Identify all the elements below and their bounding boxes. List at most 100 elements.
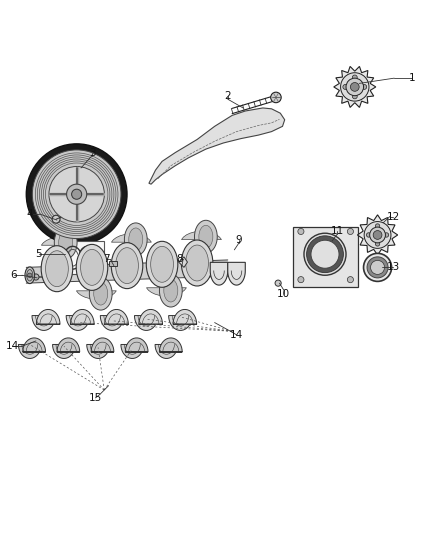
Text: 8: 8 xyxy=(176,254,183,264)
Text: 14: 14 xyxy=(230,330,243,340)
Polygon shape xyxy=(179,257,187,268)
Ellipse shape xyxy=(27,270,33,281)
Polygon shape xyxy=(53,344,75,358)
Ellipse shape xyxy=(25,267,35,284)
Text: 3: 3 xyxy=(88,148,95,158)
Polygon shape xyxy=(105,310,128,324)
Circle shape xyxy=(33,274,39,280)
Polygon shape xyxy=(334,67,376,108)
Polygon shape xyxy=(169,316,192,330)
Ellipse shape xyxy=(194,220,217,253)
Circle shape xyxy=(384,233,389,237)
Ellipse shape xyxy=(199,225,213,248)
Bar xyxy=(109,261,117,265)
Circle shape xyxy=(271,92,281,103)
Polygon shape xyxy=(18,344,41,358)
Circle shape xyxy=(275,280,281,286)
Polygon shape xyxy=(159,338,182,352)
Circle shape xyxy=(311,240,339,268)
Text: 11: 11 xyxy=(331,225,344,236)
Ellipse shape xyxy=(111,243,143,288)
Circle shape xyxy=(341,72,369,101)
Polygon shape xyxy=(32,316,56,330)
Ellipse shape xyxy=(59,231,73,254)
Circle shape xyxy=(364,222,391,248)
Text: 9: 9 xyxy=(235,235,242,245)
Circle shape xyxy=(375,224,380,228)
Polygon shape xyxy=(134,316,158,330)
Ellipse shape xyxy=(146,241,178,287)
Polygon shape xyxy=(23,338,46,352)
Polygon shape xyxy=(173,310,197,324)
Polygon shape xyxy=(41,237,81,245)
Ellipse shape xyxy=(89,277,112,310)
Circle shape xyxy=(346,78,364,96)
Circle shape xyxy=(71,189,81,199)
Ellipse shape xyxy=(129,228,143,251)
Ellipse shape xyxy=(81,249,103,285)
Ellipse shape xyxy=(164,279,178,302)
Text: 5: 5 xyxy=(35,249,42,259)
Ellipse shape xyxy=(76,245,108,290)
Ellipse shape xyxy=(116,248,138,284)
Polygon shape xyxy=(139,310,162,324)
Polygon shape xyxy=(228,262,245,285)
Ellipse shape xyxy=(46,251,68,287)
Polygon shape xyxy=(121,344,144,358)
Polygon shape xyxy=(36,310,60,324)
Polygon shape xyxy=(66,316,90,330)
Ellipse shape xyxy=(41,246,73,292)
Polygon shape xyxy=(87,344,110,358)
Circle shape xyxy=(343,84,348,90)
Circle shape xyxy=(364,253,392,281)
Polygon shape xyxy=(26,260,228,283)
Text: 1: 1 xyxy=(408,73,415,83)
Text: 12: 12 xyxy=(387,212,400,222)
Text: 14: 14 xyxy=(6,341,19,351)
Text: 13: 13 xyxy=(387,262,400,271)
Ellipse shape xyxy=(151,246,173,282)
Ellipse shape xyxy=(159,274,182,307)
Ellipse shape xyxy=(181,240,213,286)
Polygon shape xyxy=(210,262,228,285)
Polygon shape xyxy=(125,338,148,352)
Polygon shape xyxy=(76,291,117,299)
Polygon shape xyxy=(155,344,178,358)
Text: 15: 15 xyxy=(89,393,102,403)
Circle shape xyxy=(347,229,353,235)
Ellipse shape xyxy=(186,245,208,281)
Circle shape xyxy=(49,166,104,222)
Text: 6: 6 xyxy=(11,270,18,280)
Circle shape xyxy=(350,83,359,91)
Polygon shape xyxy=(181,231,222,239)
Circle shape xyxy=(352,94,357,99)
Bar xyxy=(60,241,104,274)
Circle shape xyxy=(32,150,121,239)
Polygon shape xyxy=(100,316,124,330)
Polygon shape xyxy=(149,108,285,184)
Circle shape xyxy=(298,277,304,282)
Circle shape xyxy=(352,75,357,80)
Circle shape xyxy=(375,241,380,246)
Circle shape xyxy=(347,277,353,282)
Ellipse shape xyxy=(124,223,147,256)
Circle shape xyxy=(362,84,367,90)
Ellipse shape xyxy=(94,282,108,305)
Polygon shape xyxy=(146,288,187,296)
Circle shape xyxy=(371,260,385,274)
Circle shape xyxy=(370,227,385,243)
Polygon shape xyxy=(91,338,114,352)
Bar xyxy=(293,227,358,287)
Circle shape xyxy=(52,215,60,223)
Text: 2: 2 xyxy=(224,91,231,101)
Circle shape xyxy=(373,231,382,239)
Polygon shape xyxy=(111,234,152,242)
Text: 7: 7 xyxy=(102,254,110,264)
Text: 10: 10 xyxy=(277,289,290,298)
Text: 4: 4 xyxy=(26,209,33,219)
Ellipse shape xyxy=(54,226,77,259)
Circle shape xyxy=(304,233,346,275)
Circle shape xyxy=(298,229,304,235)
Circle shape xyxy=(26,144,127,245)
Polygon shape xyxy=(57,338,80,352)
